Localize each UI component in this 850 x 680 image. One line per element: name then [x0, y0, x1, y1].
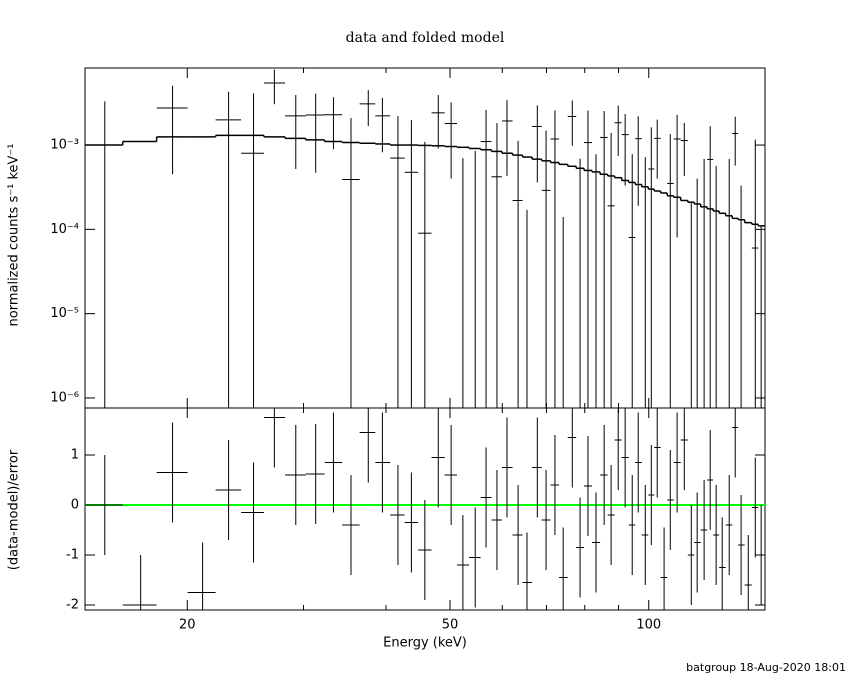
y-tick-label: 10⁻³	[50, 138, 79, 153]
y-tick-label: 0	[71, 498, 79, 513]
x-tick-label: 100	[636, 618, 661, 633]
y-tick-label: 10⁻⁶	[50, 390, 79, 405]
chart-title: data and folded model	[346, 30, 505, 46]
footer: batgroup 18-Aug-2020 18:01	[686, 661, 846, 674]
y-axis-label: (data-model)/error	[7, 449, 22, 570]
y-tick-label: 1	[71, 448, 79, 463]
y-tick-label: -1	[66, 548, 79, 563]
x-tick-label: 50	[442, 618, 459, 633]
y-axis-label: normalized counts s⁻¹ keV⁻¹	[7, 144, 22, 327]
y-tick-label: -2	[66, 598, 79, 613]
x-tick-label: 20	[179, 618, 196, 633]
plot-area	[85, 69, 765, 408]
plot-area	[85, 408, 765, 610]
x-axis-label: Energy (keV)	[383, 636, 467, 651]
y-tick-label: 10⁻⁵	[50, 306, 79, 321]
y-tick-label: 10⁻⁴	[50, 222, 79, 237]
